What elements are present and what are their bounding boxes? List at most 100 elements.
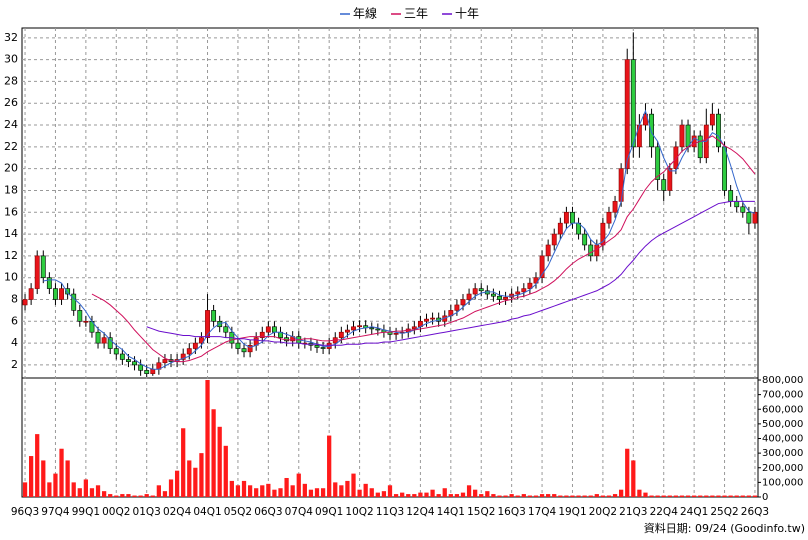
volume-bar [83, 479, 88, 497]
candle-body [709, 113, 715, 126]
x-tick-label: 26Q3 [741, 506, 769, 518]
volume-bar [716, 495, 721, 497]
volume-bar [740, 495, 745, 497]
volume-bar [296, 473, 301, 497]
y-tick-label: 8 [11, 292, 18, 305]
y2-tick-label: 600,000 [762, 404, 803, 415]
volume-bar [35, 434, 40, 497]
candle-body [411, 326, 417, 330]
x-tick-label: 17Q4 [528, 506, 557, 518]
candle-body [740, 206, 746, 213]
volume-bar [241, 480, 247, 497]
volume-bar [649, 495, 654, 497]
volume-bar [503, 495, 508, 497]
volume-bar [491, 494, 496, 497]
volume-bar [187, 460, 192, 497]
candle-body [59, 288, 64, 300]
candle-body [393, 332, 399, 335]
volume-bar [679, 495, 685, 497]
candle-body [357, 325, 363, 328]
volume-bar [673, 495, 679, 497]
candle-body [478, 288, 484, 292]
candle-body [22, 299, 28, 306]
volume-bar [229, 480, 234, 497]
footer: 資料日期: 09/24 (Goodinfo.tw) [644, 521, 805, 535]
candle-body [71, 293, 77, 311]
volume-bar [594, 494, 599, 497]
candle-body [272, 326, 277, 333]
volume-bar [345, 480, 350, 497]
volume-bar [564, 495, 569, 497]
volume-bar [655, 495, 660, 497]
volume-bar [479, 494, 484, 497]
x-tick-label: 02Q4 [163, 506, 192, 518]
volume-bar [466, 485, 472, 497]
candle-body [138, 364, 144, 371]
volume-bar [126, 494, 131, 497]
candle-body [126, 359, 131, 362]
x-tick-label: 06Q3 [254, 506, 282, 518]
volume-bar [205, 380, 210, 497]
candle-body [679, 124, 685, 148]
volume-bar [661, 495, 666, 497]
volume-bar [22, 482, 28, 497]
candle-body [588, 244, 594, 257]
candle-body [344, 329, 350, 333]
y-tick-label: 30 [4, 53, 18, 66]
volume-bar [418, 492, 423, 497]
volume-bar [625, 448, 630, 497]
volume-bar [473, 489, 478, 497]
candle-body [211, 310, 217, 322]
y-tick-label: 16 [4, 205, 18, 218]
y2-tick-label: 100,000 [762, 477, 803, 488]
candle-body [186, 348, 192, 355]
volume-bar [685, 495, 691, 497]
candle-body [259, 331, 265, 338]
volume-bar [71, 482, 76, 497]
volume-bar [515, 495, 520, 497]
volume-bar [217, 426, 222, 497]
candle-body [132, 361, 137, 366]
candle-body [649, 113, 654, 148]
candle-body [563, 211, 569, 224]
candle-body [241, 348, 247, 353]
volume-bar [454, 494, 460, 497]
legend-label: 十年 [455, 7, 479, 21]
candle-body [235, 342, 241, 349]
volume-bar [162, 491, 168, 497]
candle-body [320, 347, 326, 349]
candle-body [150, 368, 156, 374]
volume-bar [667, 495, 672, 497]
volume-bar [211, 409, 216, 497]
volume-bar [539, 494, 545, 497]
candle-body [497, 295, 502, 300]
candle-body [582, 233, 588, 246]
y-tick-label: 20 [4, 162, 18, 175]
volume-bar [65, 460, 70, 497]
candle-body [624, 59, 630, 169]
candle-body [65, 288, 71, 295]
volume-bar [95, 485, 101, 497]
candle-body [375, 328, 381, 331]
candle-body [83, 321, 89, 323]
volume-bar [576, 495, 581, 497]
volume-bar [272, 489, 277, 497]
candle-body [180, 353, 186, 360]
y-tick-label: 14 [4, 227, 18, 240]
candle-body [667, 168, 673, 191]
candle-body [557, 222, 563, 235]
candle-body [314, 344, 320, 348]
volume-bar [284, 477, 289, 497]
candle-body [545, 244, 551, 257]
x-tick-label: 11Q3 [376, 506, 404, 518]
volume-bar [448, 494, 453, 497]
y-tick-label: 4 [11, 336, 18, 349]
volume-bar [260, 485, 265, 497]
volume-bar [114, 495, 119, 497]
volume-bar [588, 495, 593, 497]
candle-body [46, 277, 52, 289]
volume-bar [643, 492, 648, 497]
y-tick-label: 12 [4, 249, 18, 262]
x-tick-label: 96Q3 [11, 506, 39, 518]
volume-bar [619, 489, 624, 497]
